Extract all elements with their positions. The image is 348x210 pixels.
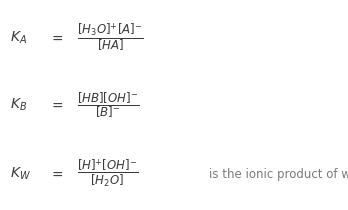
Text: $\dfrac{[HB][OH]^{-}}{[B]^{-}}$: $\dfrac{[HB][OH]^{-}}{[B]^{-}}$: [77, 90, 139, 120]
Text: $=$: $=$: [49, 31, 64, 45]
Text: $K_B$: $K_B$: [10, 97, 27, 113]
Text: $K_W$: $K_W$: [10, 166, 31, 182]
Text: is the ionic product of water.: is the ionic product of water.: [209, 168, 348, 181]
Text: $K_A$: $K_A$: [10, 30, 27, 46]
Text: $\dfrac{[H_3O]^{+}[A]^{-}}{[HA]}$: $\dfrac{[H_3O]^{+}[A]^{-}}{[HA]}$: [77, 22, 143, 54]
Text: $\dfrac{[H]^{+}[OH]^{-}}{[H_2O]}$: $\dfrac{[H]^{+}[OH]^{-}}{[H_2O]}$: [77, 158, 138, 190]
Text: $=$: $=$: [49, 98, 64, 112]
Text: $=$: $=$: [49, 167, 64, 181]
